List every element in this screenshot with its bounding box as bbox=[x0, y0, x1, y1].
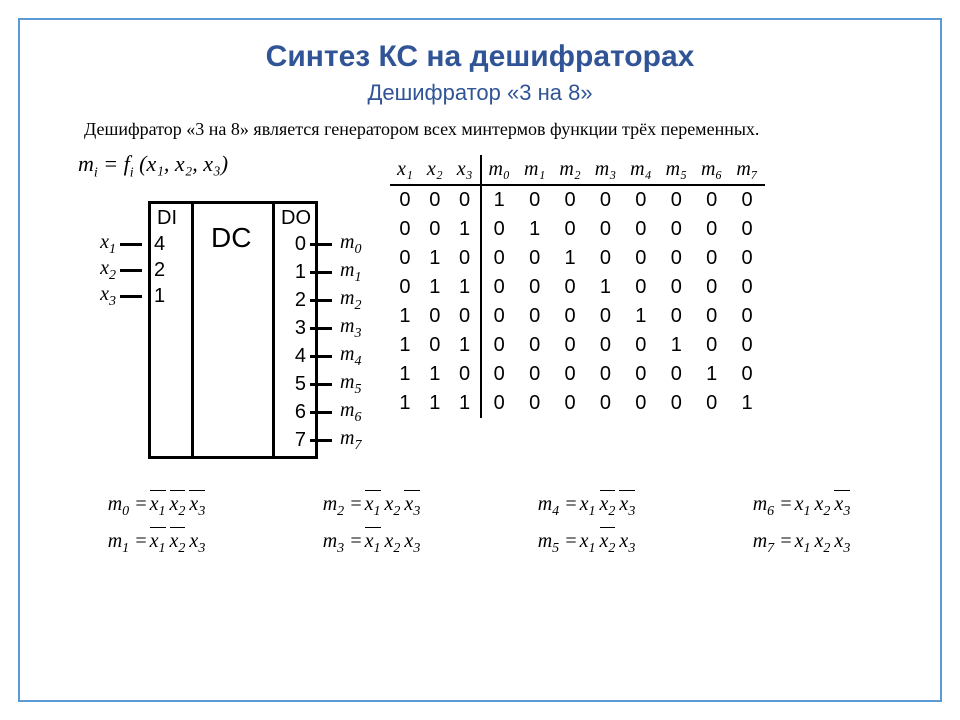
decoder-output-row: 3m3 bbox=[288, 317, 361, 341]
description-text: Дешифратор «3 на 8» является генератором… bbox=[56, 118, 904, 141]
decoder-output-row: 7m7 bbox=[288, 429, 361, 453]
table-row: 11100000001 bbox=[390, 389, 765, 418]
slide-frame: Синтез КС на дешифраторах Дешифратор «3 … bbox=[18, 18, 942, 702]
minterm-equation: m0 = x1 x2 x3 bbox=[108, 493, 208, 520]
decoder-output-row: 5m5 bbox=[288, 373, 361, 397]
table-header: m₆ bbox=[694, 155, 729, 185]
decoder-output-row: 2m2 bbox=[288, 289, 361, 313]
table-row: 00010000000 bbox=[390, 185, 765, 215]
decoder-output-row: 1m1 bbox=[288, 261, 361, 285]
minterm-equation: m7 = x1 x2 x3 bbox=[753, 530, 853, 557]
di-label: DI bbox=[157, 208, 177, 228]
content-area: mi = fi (x₁, x₂, x₃) DI DO DC x14x22x31 … bbox=[40, 147, 920, 483]
table-row: 00101000000 bbox=[390, 215, 765, 244]
dc-label: DC bbox=[211, 224, 251, 252]
left-panel: mi = fi (x₁, x₂, x₃) DI DO DC x14x22x31 … bbox=[40, 147, 390, 483]
minterm-row-2: m1 = x1 x2 x3 m3 = x1 x2 x3 m5 = x1 x2 x3 m… bbox=[50, 530, 910, 557]
decoder-input-row: x22 bbox=[70, 259, 165, 283]
table-header: m₀ bbox=[481, 155, 517, 185]
minterm-row-1: m0 = x1 x2 x3 m2 = x1 x2 x3 m4 = x1 x2 x3 m… bbox=[50, 493, 910, 520]
table-row: 10000001000 bbox=[390, 302, 765, 331]
decoder-input-row: x14 bbox=[70, 233, 165, 257]
decoder-output-row: 4m4 bbox=[288, 345, 361, 369]
decoder-output-row: 6m6 bbox=[288, 401, 361, 425]
table-header: m₁ bbox=[517, 155, 552, 185]
minterm-equation: m5 = x1 x2 x3 bbox=[538, 530, 638, 557]
slide-title: Синтез КС на дешифраторах bbox=[20, 40, 940, 74]
table-row: 11000000010 bbox=[390, 360, 765, 389]
do-label: DO bbox=[281, 208, 311, 228]
table-header: m₅ bbox=[659, 155, 694, 185]
table-row: 01000100000 bbox=[390, 244, 765, 273]
slide-subtitle: Дешифратор «3 на 8» bbox=[20, 80, 940, 106]
table-header: m₃ bbox=[588, 155, 623, 185]
minterm-equation: m1 = x1 x2 x3 bbox=[108, 530, 208, 557]
table-header: x₁ bbox=[390, 155, 420, 185]
decoder-output-row: 0m0 bbox=[288, 233, 361, 257]
minterm-equation: m6 = x1 x2 x3 bbox=[753, 493, 853, 520]
table-header: m₄ bbox=[623, 155, 658, 185]
minterm-equation: m3 = x1 x2 x3 bbox=[323, 530, 423, 557]
table-row: 10100000100 bbox=[390, 331, 765, 360]
main-equation: mi = fi (x₁, x₂, x₃) bbox=[78, 151, 390, 181]
table-header: m₂ bbox=[552, 155, 587, 185]
minterm-equation: m4 = x1 x2 x3 bbox=[538, 493, 638, 520]
table-header: m₇ bbox=[729, 155, 764, 185]
minterm-equation: m2 = x1 x2 x3 bbox=[323, 493, 423, 520]
truth-table: x₁x₂x₃m₀m₁m₂m₃m₄m₅m₆m₇ 00010000000001010… bbox=[390, 155, 765, 418]
decoder-input-row: x31 bbox=[70, 285, 165, 309]
table-row: 01100010000 bbox=[390, 273, 765, 302]
table-header: x₃ bbox=[450, 155, 481, 185]
right-panel: x₁x₂x₃m₀m₁m₂m₃m₄m₅m₆m₇ 00010000000001010… bbox=[390, 147, 920, 483]
decoder-diagram: DI DO DC x14x22x31 0m0 1m1 2m2 3m3 4m4 5m5 6m6… bbox=[70, 193, 370, 483]
table-header: x₂ bbox=[420, 155, 450, 185]
